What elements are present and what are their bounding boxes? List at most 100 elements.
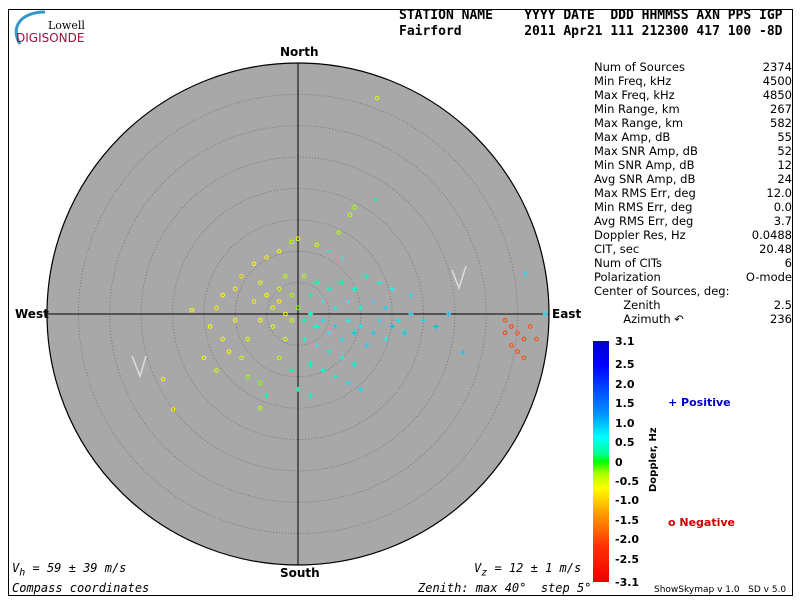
negative-doppler-point — [245, 374, 251, 380]
negative-doppler-point — [232, 286, 238, 292]
positive-doppler-point — [408, 292, 414, 298]
positive-doppler-point — [364, 342, 370, 348]
legend-positive: + Positive — [668, 396, 731, 409]
positive-doppler-point — [351, 361, 357, 367]
negative-doppler-point — [301, 274, 307, 279]
negative-doppler-point — [509, 324, 514, 329]
stat-value: 236 — [770, 312, 792, 326]
positive-doppler-point — [339, 355, 345, 361]
colorbar-tick-label: -0.5 — [615, 474, 640, 488]
positive-doppler-point — [522, 270, 528, 276]
logo-text-lowell: Lowell — [48, 19, 85, 32]
positive-doppler-point — [364, 273, 370, 279]
stat-row: Num of Sources 2374 — [594, 60, 792, 74]
negative-doppler-point — [515, 330, 520, 336]
legend-negative: o Negative — [668, 516, 736, 529]
negative-doppler-point — [283, 311, 288, 317]
negative-doppler-point — [534, 336, 539, 342]
negative-doppler-point — [502, 330, 508, 336]
stat-row: Avg SNR Amp, dB 24 — [594, 172, 792, 186]
negative-doppler-point — [251, 299, 257, 304]
negative-doppler-point — [232, 317, 238, 323]
logo-text-digisonde: DIGISONDE — [16, 31, 85, 45]
positive-doppler-point — [326, 248, 332, 254]
negative-doppler-point — [276, 248, 282, 254]
stat-label: Center of Sources, deg: — [594, 284, 730, 298]
negative-doppler-point — [264, 292, 269, 298]
vh-symbol: V — [12, 561, 20, 575]
header-labels: STATION NAME YYYY DATE DDD HHMMSS AXN PP… — [399, 8, 783, 23]
colorbar-tick-label: -3.1 — [615, 576, 640, 589]
negative-doppler-point — [295, 305, 301, 311]
negative-doppler-point — [295, 236, 301, 241]
stat-label: Doppler Res, Hz — [594, 228, 686, 242]
negative-doppler-point — [347, 212, 353, 218]
stat-label: Azimuth ↶ — [594, 312, 684, 326]
positive-doppler-point — [295, 386, 301, 392]
positive-doppler-point — [320, 317, 326, 323]
negative-doppler-point — [245, 336, 251, 342]
stat-row: Doppler Res, Hz 0.0488 — [594, 228, 792, 242]
positive-doppler-point — [446, 311, 452, 317]
positive-doppler-point — [542, 311, 548, 317]
colorbar-tick-label: 3.1 — [615, 335, 635, 348]
negative-doppler-point — [283, 336, 288, 342]
compass-north: North — [280, 45, 319, 59]
stat-value: 12.0 — [766, 186, 792, 200]
negative-doppler-point — [258, 405, 263, 411]
stat-label: Num of Sources — [594, 60, 685, 74]
colorbar-tick-label: -1.5 — [615, 513, 640, 527]
colorbar-tick-label: 1.5 — [615, 397, 635, 411]
negative-doppler-point — [201, 355, 207, 361]
vz-value: = 12 ± 1 m/s — [487, 561, 582, 575]
stat-label: Num of CITs — [594, 256, 663, 270]
negative-doppler-point — [160, 376, 166, 382]
stat-value: 0.0 — [773, 200, 792, 214]
negative-doppler-point — [264, 255, 269, 260]
stat-row: Min Freq, kHz 4500 — [594, 74, 792, 88]
vz-subscript: z — [481, 567, 488, 579]
stat-label: CIT, sec — [594, 242, 640, 256]
negative-doppler-point — [521, 336, 527, 342]
negative-doppler-point — [515, 349, 520, 354]
positive-doppler-point — [358, 305, 364, 311]
vz-symbol: V — [474, 561, 482, 575]
stat-label: Zenith — [594, 298, 661, 312]
stat-row: Min RMS Err, deg 0.0 — [594, 200, 792, 214]
positive-doppler-point — [408, 311, 414, 317]
negative-doppler-point — [314, 242, 320, 248]
positive-doppler-point — [383, 305, 389, 311]
colorbar-tick-label: -2.5 — [615, 552, 640, 566]
positive-doppler-point — [358, 324, 364, 330]
stat-row: Center of Sources, deg: — [594, 284, 792, 298]
compass-east: East — [552, 307, 582, 321]
negative-doppler-point — [289, 292, 295, 298]
positive-doppler-point — [289, 367, 295, 373]
colorbar-tick-label: -1.0 — [615, 494, 640, 508]
positive-doppler-point — [370, 298, 376, 304]
negative-doppler-point — [521, 355, 527, 361]
positive-doppler-point — [339, 336, 345, 342]
stat-value: 4500 — [762, 74, 792, 88]
positive-doppler-point — [370, 330, 376, 336]
stat-row: Azimuth ↶ 236 — [594, 312, 792, 326]
positive-doppler-point — [351, 330, 357, 336]
stat-row: Max Freq, kHz 4850 — [594, 88, 792, 102]
negative-doppler-point — [502, 317, 508, 323]
positive-doppler-point — [301, 317, 307, 323]
compass-west: West — [15, 307, 49, 321]
positive-doppler-point — [433, 324, 439, 330]
positive-doppler-point — [383, 336, 389, 342]
positive-doppler-point — [308, 393, 314, 399]
stat-row: Min Range, km 267 — [594, 102, 792, 116]
positive-doppler-point — [345, 298, 351, 304]
stat-label: Min SNR Amp, dB — [594, 158, 695, 172]
positive-doppler-point — [308, 361, 314, 367]
negative-doppler-point — [509, 343, 514, 348]
positive-doppler-point — [326, 286, 332, 292]
positive-doppler-point — [377, 317, 383, 323]
negative-doppler-point — [276, 299, 282, 304]
stat-value: 2.5 — [773, 298, 792, 312]
negative-doppler-point — [239, 355, 244, 361]
positive-doppler-point — [308, 292, 314, 298]
